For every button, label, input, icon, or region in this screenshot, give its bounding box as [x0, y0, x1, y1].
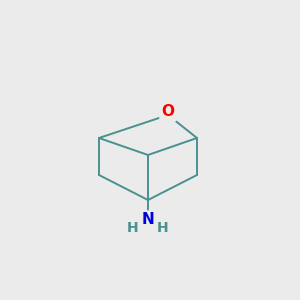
Text: H: H: [127, 221, 139, 235]
Text: N: N: [142, 212, 154, 227]
Text: O: O: [161, 104, 175, 119]
Text: H: H: [157, 221, 169, 235]
